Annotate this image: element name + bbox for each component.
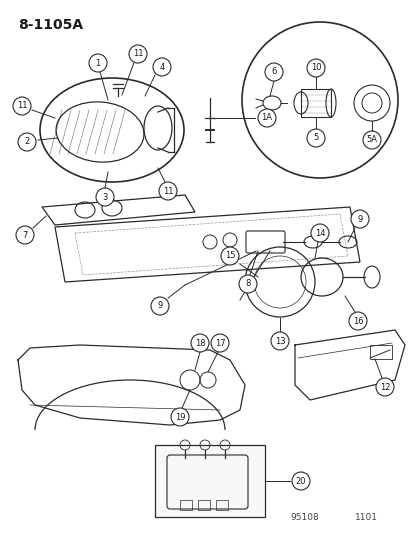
Text: 5A: 5A: [366, 135, 377, 144]
Circle shape: [350, 210, 368, 228]
Circle shape: [16, 226, 34, 244]
Circle shape: [238, 275, 256, 293]
Text: 6: 6: [271, 68, 276, 77]
Circle shape: [18, 133, 36, 151]
Text: 18: 18: [194, 338, 205, 348]
Bar: [216, 500, 228, 510]
Text: 15: 15: [224, 252, 235, 261]
Text: 8-1105A: 8-1105A: [18, 18, 83, 32]
Text: 16: 16: [352, 317, 363, 326]
Text: 13: 13: [274, 336, 285, 345]
Text: 11: 11: [162, 187, 173, 196]
Circle shape: [306, 129, 324, 147]
Text: 10: 10: [310, 63, 320, 72]
Circle shape: [153, 58, 171, 76]
Text: 1: 1: [95, 59, 100, 68]
Text: 9: 9: [356, 214, 362, 223]
Text: 11: 11: [133, 50, 143, 59]
Circle shape: [211, 334, 228, 352]
Text: 9: 9: [157, 302, 162, 311]
Text: 17: 17: [214, 338, 225, 348]
Bar: [197, 500, 209, 510]
Text: 1A: 1A: [261, 114, 272, 123]
Bar: [180, 500, 192, 510]
Circle shape: [129, 45, 147, 63]
Text: 19: 19: [174, 413, 185, 422]
Circle shape: [221, 247, 238, 265]
Text: 95108: 95108: [289, 513, 318, 522]
Circle shape: [271, 332, 288, 350]
Circle shape: [171, 408, 189, 426]
Text: 7: 7: [22, 230, 28, 239]
Text: 8: 8: [245, 279, 250, 288]
Text: 3: 3: [102, 192, 107, 201]
Circle shape: [190, 334, 209, 352]
Bar: [300, 89, 330, 117]
Circle shape: [362, 131, 380, 149]
Text: 1101: 1101: [354, 513, 377, 522]
Circle shape: [89, 54, 107, 72]
Circle shape: [306, 59, 324, 77]
Text: 4: 4: [159, 62, 164, 71]
Circle shape: [13, 97, 31, 115]
Circle shape: [257, 109, 275, 127]
Text: 5: 5: [313, 133, 318, 142]
Circle shape: [264, 63, 282, 81]
Circle shape: [348, 312, 366, 330]
Text: 12: 12: [379, 383, 389, 392]
Text: 20: 20: [295, 477, 306, 486]
Circle shape: [151, 297, 169, 315]
Text: 11: 11: [17, 101, 27, 110]
Circle shape: [375, 378, 393, 396]
Text: 2: 2: [24, 138, 30, 147]
Text: 14: 14: [314, 229, 325, 238]
Circle shape: [291, 472, 309, 490]
Circle shape: [310, 224, 328, 242]
Circle shape: [159, 182, 177, 200]
Bar: [369, 345, 391, 359]
Circle shape: [96, 188, 114, 206]
Bar: [154, 445, 264, 517]
